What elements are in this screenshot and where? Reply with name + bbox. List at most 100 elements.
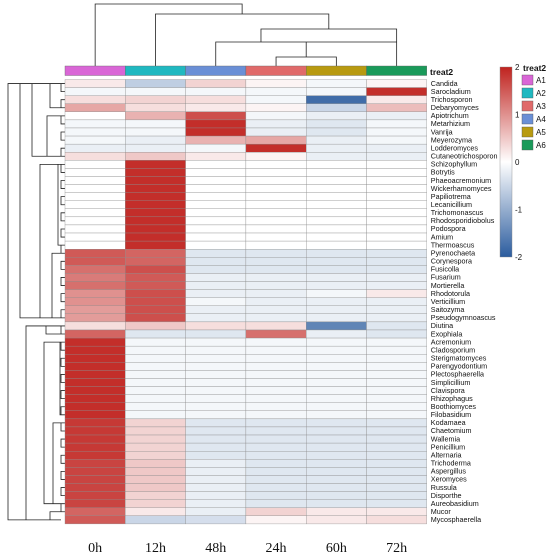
row-label: Pseudogymnoascus [431, 313, 496, 322]
heatmap-cell [306, 224, 367, 234]
heatmap-cell [125, 337, 186, 347]
heatmap-cell [185, 426, 247, 436]
heatmap-cell [245, 160, 307, 169]
heatmap-cell [306, 265, 367, 274]
heatmap-cell [125, 168, 186, 177]
heatmap-cell [245, 111, 307, 121]
heatmap-cell [185, 103, 247, 112]
heatmap-cell [125, 103, 186, 112]
heatmap-cell [125, 418, 186, 428]
heatmap-cell [125, 402, 186, 411]
heatmap-cell [125, 491, 186, 500]
heatmap-cell [185, 515, 247, 525]
annotation-legend-swatch [521, 113, 534, 125]
heatmap-cell [185, 224, 247, 234]
heatmap-cell [185, 176, 247, 185]
annotation-legend-swatch [521, 126, 534, 138]
row-label: Metarhizium [431, 119, 470, 128]
heatmap-cell [306, 418, 367, 428]
heatmap-cell [185, 152, 247, 161]
heatmap-cell [366, 143, 427, 153]
heatmap-cell [245, 168, 307, 177]
heatmap-cell [64, 467, 126, 476]
annotation-title: treat2 [430, 67, 453, 77]
heatmap-cell [64, 168, 126, 177]
row-label: Meyerozyma [431, 135, 472, 144]
annotation-legend-swatch [521, 139, 534, 151]
heatmap-cell [64, 224, 126, 234]
heatmap-cell [64, 305, 126, 314]
heatmap-cell [306, 79, 367, 88]
heatmap-cell [125, 152, 186, 161]
heatmap-cell [245, 79, 307, 88]
heatmap-cell [306, 370, 367, 379]
heatmap-cell [64, 257, 126, 266]
column-label: 60h [326, 541, 347, 556]
annotation-cell [306, 65, 367, 76]
heatmap-cell [366, 491, 427, 500]
heatmap-cell [185, 370, 247, 379]
heatmap-cell [245, 297, 307, 306]
heatmap-cell [306, 507, 367, 516]
heatmap-cell [245, 337, 307, 347]
heatmap-cell [64, 281, 126, 290]
heatmap-cell [306, 119, 367, 129]
annotation-cell [125, 65, 186, 76]
heatmap-cell [306, 289, 367, 298]
heatmap-cell [185, 232, 247, 242]
heatmap-cell [245, 257, 307, 266]
heatmap-cell [125, 378, 186, 387]
heatmap-cell [366, 434, 427, 444]
heatmap-cell [245, 386, 307, 395]
heatmap-cell [366, 111, 427, 121]
heatmap-cell [125, 265, 186, 274]
heatmap-cell [64, 95, 126, 104]
heatmap-cell [185, 499, 247, 508]
heatmap-cell [185, 168, 247, 177]
heatmap-cell [366, 297, 427, 306]
heatmap-cell [125, 442, 186, 452]
row-label: Chaetomium [431, 426, 472, 435]
heatmap-cell [185, 313, 247, 323]
heatmap-cell [245, 329, 307, 339]
row-label: Apiotrichum [431, 111, 469, 120]
heatmap-cell [185, 507, 247, 516]
heatmap-cell [185, 394, 247, 403]
heatmap-cell [185, 467, 247, 476]
heatmap-cell [366, 184, 427, 193]
heatmap-cell [366, 354, 427, 363]
heatmap-cell [185, 87, 247, 96]
heatmap-cell [366, 103, 427, 112]
heatmap-cell [64, 79, 126, 88]
heatmap-cell [125, 200, 186, 209]
row-label: Schizophyllum [431, 160, 477, 169]
heatmap-cell [64, 160, 126, 169]
heatmap-cell [64, 176, 126, 185]
row-label: Sarocladium [431, 87, 471, 96]
heatmap-cell [125, 87, 186, 96]
heatmap-cell [245, 370, 307, 379]
heatmap-cell [125, 176, 186, 185]
heatmap-cell [306, 103, 367, 112]
heatmap-cell [366, 426, 427, 436]
heatmap-cell [306, 305, 367, 314]
row-dendrogram [7, 83, 65, 521]
heatmap-cell [125, 467, 186, 476]
heatmap-cell [306, 240, 367, 250]
row-label: Trichoderma [431, 459, 471, 468]
heatmap-cell [185, 208, 247, 218]
heatmap-cell [125, 362, 186, 371]
heatmap-cell [64, 329, 126, 339]
heatmap-cell [64, 410, 126, 420]
heatmap-cell [366, 200, 427, 209]
row-label: Wickerhamomyces [431, 184, 492, 193]
heatmap-cell [245, 442, 307, 452]
annotation-legend-label: A2 [536, 89, 546, 98]
row-label: Rhodotorula [431, 289, 470, 298]
heatmap-cell [64, 297, 126, 306]
heatmap-cell [185, 305, 247, 314]
heatmap-cell [125, 111, 186, 121]
heatmap-cell [64, 483, 126, 492]
heatmap-cell [366, 127, 427, 137]
heatmap-cell [185, 127, 247, 137]
